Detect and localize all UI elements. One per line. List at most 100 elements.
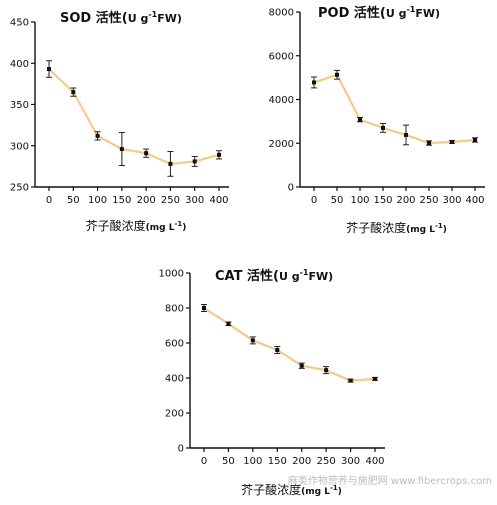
watermark: 麻类作物营养与施肥网 www.fibercrops.com bbox=[288, 474, 492, 487]
data-point bbox=[381, 125, 385, 130]
y-tick-label: 250 bbox=[10, 183, 29, 194]
x-tick-label: 0 bbox=[311, 195, 317, 206]
title-sup: -1 bbox=[148, 10, 157, 19]
y-tick-label: 8000 bbox=[269, 8, 294, 19]
x-tick-label: 250 bbox=[161, 195, 180, 206]
data-point bbox=[47, 67, 51, 72]
y-tick-label: 1000 bbox=[159, 269, 184, 280]
title-main: CAT 活性( bbox=[215, 268, 279, 284]
xlabel-main: 芥子酸浓度 bbox=[346, 220, 406, 235]
data-point bbox=[335, 72, 339, 77]
xlabel-tail: ) bbox=[338, 487, 342, 497]
xlabel-main: 芥子酸浓度 bbox=[86, 218, 146, 233]
data-point bbox=[71, 90, 76, 95]
x-tick-label: 300 bbox=[185, 195, 204, 206]
chart-title: POD 活性(U g-1FW) bbox=[318, 5, 440, 21]
data-point bbox=[373, 376, 377, 381]
x-tick-label: 400 bbox=[365, 456, 384, 467]
data-point bbox=[473, 137, 477, 142]
data-point bbox=[427, 141, 431, 146]
y-tick-label: 400 bbox=[10, 59, 29, 70]
x-tick-label: 150 bbox=[268, 456, 287, 467]
xlabel-tail: ) bbox=[443, 225, 447, 235]
cat-chart: 0 200 400 600 800 1000 0 50 100 150 200 250 300 400 CA… bbox=[159, 268, 385, 497]
title-unit: U g bbox=[279, 270, 300, 283]
series-line bbox=[48, 68, 220, 166]
data-point bbox=[95, 133, 100, 138]
y-tick-label: 450 bbox=[10, 18, 29, 29]
xlabel-unit: (mg L bbox=[406, 225, 435, 235]
xlabel-sup: -1 bbox=[330, 484, 338, 492]
y-tick-label: 300 bbox=[10, 141, 29, 152]
x-tick-label: 0 bbox=[46, 195, 52, 206]
data-point bbox=[144, 151, 149, 156]
sod-chart: 250 300 350 400 450 0 50 100 150 200 250 300 400 SOD … bbox=[10, 10, 229, 233]
y-tick-label: 600 bbox=[165, 339, 184, 350]
data-point bbox=[226, 321, 231, 326]
x-tick-label: 100 bbox=[243, 456, 262, 467]
x-tick-label: 300 bbox=[341, 456, 360, 467]
x-tick-label: 50 bbox=[331, 195, 344, 206]
y-tick-label: 800 bbox=[165, 304, 184, 315]
x-tick-label: 150 bbox=[373, 195, 392, 206]
x-tick-label: 200 bbox=[292, 456, 311, 467]
data-point bbox=[250, 338, 255, 343]
xlabel-unit: (mg L bbox=[146, 223, 175, 233]
xlabel-unit: (mg L bbox=[301, 487, 330, 497]
title-main: SOD 活性( bbox=[60, 10, 128, 26]
x-tick-label: 200 bbox=[396, 195, 415, 206]
title-tail: FW) bbox=[308, 270, 333, 283]
x-tick-label: 250 bbox=[317, 456, 336, 467]
x-axis-label: 芥子酸浓度(mg L-1) bbox=[241, 482, 342, 497]
pod-chart: 0 2000 4000 6000 8000 0 50 100 150 200 250 300 400 PO… bbox=[269, 5, 485, 235]
x-tick-label: 400 bbox=[465, 195, 484, 206]
x-tick-label: 50 bbox=[222, 456, 235, 467]
series-line bbox=[203, 307, 376, 382]
data-point bbox=[275, 348, 280, 352]
y-tick-label: 200 bbox=[165, 409, 184, 420]
data-point bbox=[312, 80, 316, 85]
x-tick-label: 250 bbox=[419, 195, 438, 206]
data-point bbox=[324, 368, 329, 373]
title-unit: U g bbox=[128, 12, 149, 25]
data-point bbox=[450, 139, 454, 144]
xlabel-main: 芥子酸浓度 bbox=[241, 482, 301, 497]
x-tick-label: 100 bbox=[88, 195, 107, 206]
title-sup: -1 bbox=[300, 268, 309, 277]
y-tick-label: 6000 bbox=[269, 51, 294, 62]
y-tick-label: 350 bbox=[10, 100, 29, 111]
x-tick-label: 300 bbox=[442, 195, 461, 206]
data-point bbox=[404, 132, 408, 137]
xlabel-sup: -1 bbox=[435, 222, 443, 230]
y-tick-label: 400 bbox=[165, 374, 184, 385]
x-tick-label: 0 bbox=[201, 456, 207, 467]
x-axis-label: 芥子酸浓度(mg L-1) bbox=[346, 220, 447, 235]
x-axis-label: 芥子酸浓度(mg L-1) bbox=[86, 218, 187, 233]
y-tick-label: 4000 bbox=[269, 95, 294, 106]
x-tick-label: 50 bbox=[67, 195, 80, 206]
x-tick-label: 150 bbox=[112, 195, 131, 206]
y-tick-label: 0 bbox=[178, 444, 184, 455]
chart-title: SOD 活性(U g-1FW) bbox=[60, 10, 182, 26]
data-point bbox=[358, 117, 362, 122]
data-point bbox=[217, 152, 221, 157]
title-sup: -1 bbox=[406, 5, 415, 14]
data-point bbox=[299, 363, 304, 368]
title-tail: FW) bbox=[415, 7, 440, 20]
data-point bbox=[119, 147, 124, 152]
x-tick-label: 100 bbox=[350, 195, 369, 206]
data-point bbox=[348, 378, 353, 383]
x-tick-label: 200 bbox=[137, 195, 156, 206]
title-tail: FW) bbox=[157, 12, 182, 25]
title-unit: U g bbox=[386, 7, 407, 20]
series-line bbox=[313, 73, 476, 145]
data-point bbox=[168, 161, 173, 166]
y-tick-label: 2000 bbox=[269, 139, 294, 150]
title-main: POD 活性( bbox=[318, 5, 386, 21]
xlabel-tail: ) bbox=[182, 223, 186, 233]
data-point bbox=[192, 159, 197, 164]
x-tick-label: 400 bbox=[209, 195, 228, 206]
y-tick-label: 0 bbox=[288, 183, 294, 194]
xlabel-sup: -1 bbox=[174, 220, 182, 228]
